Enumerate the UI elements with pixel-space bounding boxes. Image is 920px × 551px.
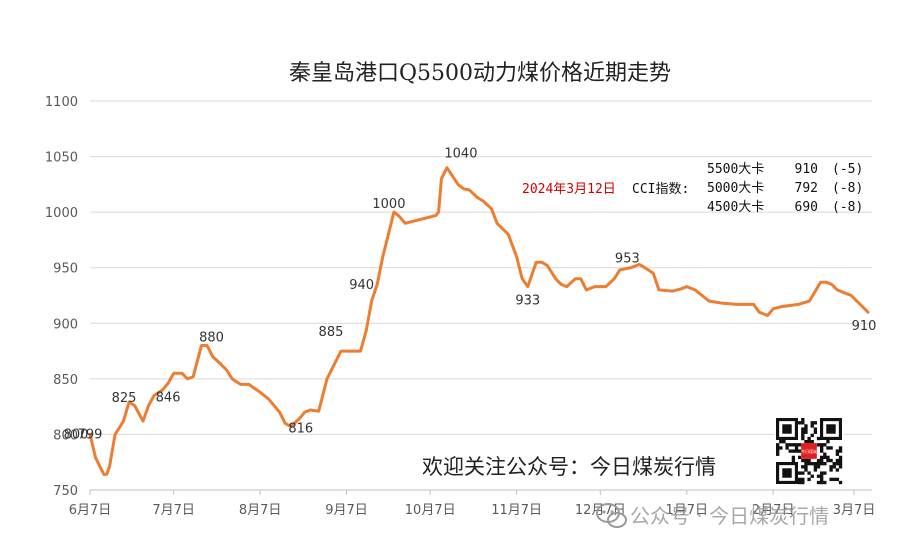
annotation-change: (-8) bbox=[832, 200, 863, 215]
qr-code: 今日煤炭 bbox=[774, 416, 844, 486]
annotation-grade: 5500大卡 bbox=[707, 162, 764, 177]
y-tick-label: 1100 bbox=[45, 95, 78, 110]
annotation-price: 690 bbox=[795, 200, 818, 215]
price-line bbox=[88, 166, 870, 476]
data-label: 910 bbox=[852, 319, 877, 334]
annotation-grade: 5000大卡 bbox=[707, 181, 764, 196]
x-tick-label: 11月7日 bbox=[491, 503, 542, 518]
chart-title: 秦皇岛港口Q5500动力煤价格近期走势 bbox=[289, 61, 671, 86]
data-label: 933 bbox=[515, 294, 540, 309]
data-label: 885 bbox=[319, 325, 344, 340]
x-tick-label: 1月7日 bbox=[665, 503, 708, 518]
svg-text:今日煤炭: 今日煤炭 bbox=[801, 448, 817, 454]
annotation-price: 910 bbox=[795, 162, 818, 177]
y-tick-label: 900 bbox=[53, 317, 78, 332]
data-label: 1000 bbox=[372, 197, 405, 212]
y-tick-label: 800 bbox=[53, 428, 78, 443]
y-axis-ticks: 750 800 850 900 950 1000 1050 1100 bbox=[45, 95, 78, 499]
x-tick-label: 2月7日 bbox=[752, 503, 795, 518]
data-label: 799 bbox=[78, 427, 103, 442]
x-tick-label: 3月7日 bbox=[833, 503, 876, 518]
y-tick-label: 850 bbox=[53, 373, 78, 388]
y-tick-label: 1050 bbox=[45, 151, 78, 166]
cci-annotation: 2024年3月12日 CCI指数: 5500大卡 910 (-5) 5000大卡 792… bbox=[522, 162, 863, 215]
data-label: 825 bbox=[112, 391, 137, 406]
wechat-icon bbox=[596, 503, 627, 528]
data-label: 880 bbox=[199, 331, 224, 346]
data-label: 940 bbox=[349, 278, 374, 293]
watermark: 公众号 · 今日煤炭行情 bbox=[596, 503, 829, 528]
x-axis-ticks: 6月7日 7月7日 8月7日 9月7日 10月7日 11月7日 12月7日 1月7日 2月7日 3… bbox=[69, 490, 876, 518]
x-tick-label: 7月7日 bbox=[152, 503, 195, 518]
annotation-change: (-5) bbox=[832, 162, 863, 177]
annotation-change: (-8) bbox=[832, 181, 863, 196]
y-tick-label: 1000 bbox=[45, 206, 78, 221]
y-tick-label: 750 bbox=[53, 484, 78, 499]
data-label: 953 bbox=[615, 251, 640, 266]
x-tick-label: 8月7日 bbox=[239, 503, 282, 518]
watermark-text: 公众号 · 今日煤炭行情 bbox=[630, 504, 829, 528]
x-tick-label: 6月7日 bbox=[69, 503, 112, 518]
annotation-price: 792 bbox=[795, 181, 818, 196]
annotation-index-label: CCI指数: bbox=[632, 182, 689, 197]
grid-lines bbox=[90, 100, 872, 491]
annotation-date: 2024年3月12日 bbox=[522, 182, 616, 197]
x-tick-label: 9月7日 bbox=[325, 503, 368, 518]
data-label: 816 bbox=[288, 422, 313, 437]
data-label: 1040 bbox=[444, 147, 477, 162]
annotation-grade: 4500大卡 bbox=[707, 200, 764, 215]
y-tick-label: 950 bbox=[53, 262, 78, 277]
promo-text: 欢迎关注公众号：今日煤炭行情 bbox=[422, 455, 716, 479]
data-label: 846 bbox=[156, 390, 181, 405]
data-label: 800 bbox=[64, 427, 89, 442]
x-tick-label: 10月7日 bbox=[405, 503, 456, 518]
